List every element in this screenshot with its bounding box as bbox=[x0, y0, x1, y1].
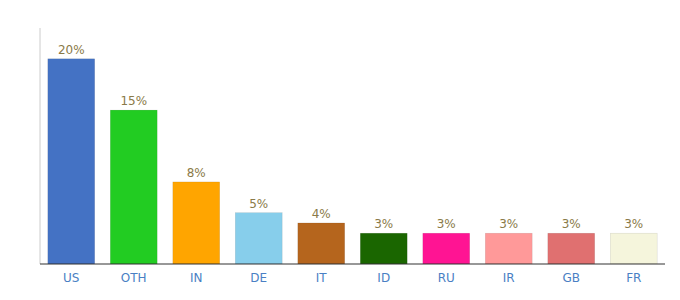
bar bbox=[610, 233, 657, 264]
x-tick-label: OTH bbox=[121, 271, 147, 285]
x-tick-label: RU bbox=[438, 271, 455, 285]
data-label: 8% bbox=[187, 166, 206, 180]
x-tick-label: GB bbox=[562, 271, 580, 285]
y-axis-line bbox=[40, 28, 41, 264]
x-tick-label: IR bbox=[503, 271, 515, 285]
bar bbox=[235, 213, 282, 264]
x-tick-label: ID bbox=[377, 271, 390, 285]
bars bbox=[48, 59, 657, 264]
x-tick-label: IT bbox=[316, 271, 328, 285]
data-label: 20% bbox=[58, 43, 85, 57]
bar bbox=[173, 182, 220, 264]
x-tick-label: DE bbox=[250, 271, 267, 285]
bar bbox=[485, 233, 532, 264]
data-label: 15% bbox=[120, 94, 147, 108]
data-label: 3% bbox=[437, 217, 456, 231]
bar bbox=[48, 59, 95, 264]
data-label: 4% bbox=[312, 207, 331, 221]
x-tick-labels: US OTH IN DE IT ID RU IR GB FR bbox=[63, 271, 641, 285]
page: {"chart_data": {"type": "bar", "categori… bbox=[0, 0, 680, 300]
bar bbox=[548, 233, 595, 264]
chart: 20% 15% 8% 5% 4% 3% 3% 3% 3% 3% US OTH IN DE IT ID RU IR G… bbox=[0, 0, 680, 300]
data-label: 3% bbox=[562, 217, 581, 231]
bar bbox=[423, 233, 470, 264]
x-axis-line bbox=[40, 263, 665, 264]
data-label: 5% bbox=[249, 197, 268, 211]
data-labels: 20% 15% 8% 5% 4% 3% 3% 3% 3% 3% bbox=[58, 43, 643, 231]
bar bbox=[360, 233, 407, 264]
data-label: 3% bbox=[499, 217, 518, 231]
bar bbox=[110, 110, 157, 264]
data-label: 3% bbox=[624, 217, 643, 231]
x-tick-label: FR bbox=[626, 271, 641, 285]
data-label: 3% bbox=[374, 217, 393, 231]
chart-container: 20% 15% 8% 5% 4% 3% 3% 3% 3% 3% US OTH IN DE IT ID RU IR G… bbox=[0, 0, 680, 300]
x-tick-label: US bbox=[63, 271, 79, 285]
x-tick-label: IN bbox=[190, 271, 203, 285]
bar bbox=[298, 223, 345, 264]
